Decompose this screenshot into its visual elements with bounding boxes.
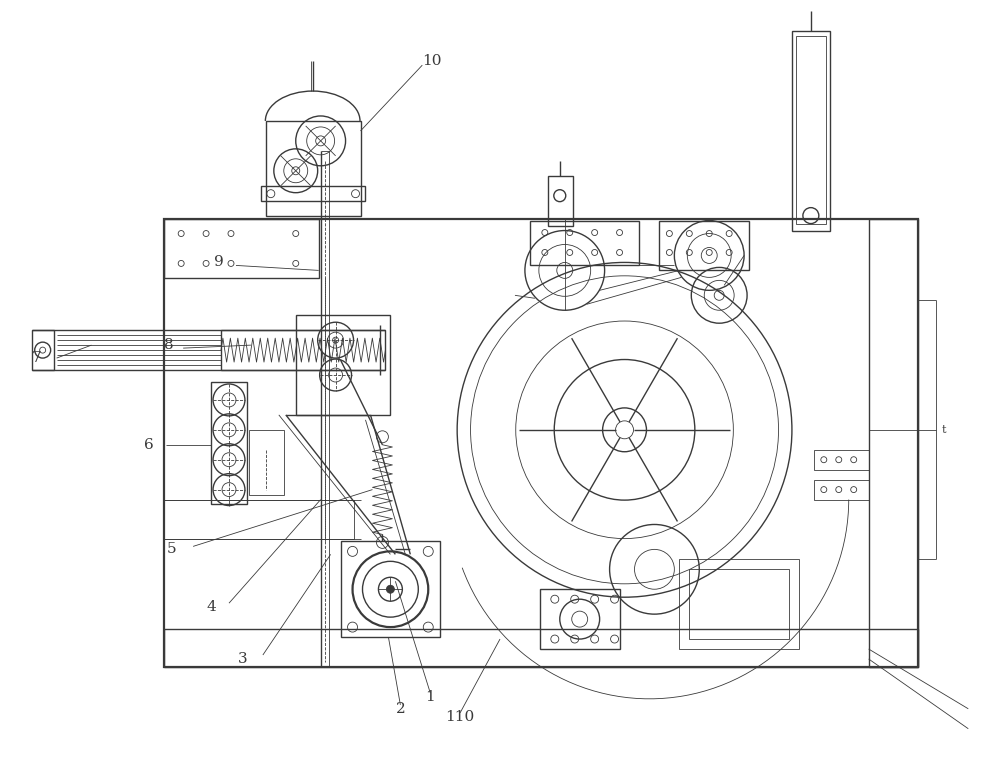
Text: 1: 1 (425, 690, 435, 704)
Text: 9: 9 (214, 255, 224, 270)
Bar (796, 36, 826, 223)
Text: t: t (941, 425, 946, 435)
Bar (814, 480, 869, 499)
Text: 6: 6 (144, 438, 154, 451)
Bar (211, 382, 247, 504)
Text: 8: 8 (164, 338, 174, 352)
Bar (164, 219, 918, 667)
Text: 4: 4 (206, 600, 216, 614)
Bar (221, 330, 385, 370)
Text: 10: 10 (422, 54, 442, 68)
Bar (689, 569, 789, 639)
Bar (869, 219, 918, 667)
Bar (814, 450, 869, 470)
Text: 7: 7 (32, 351, 42, 365)
Text: 5: 5 (166, 543, 176, 556)
Bar (679, 559, 799, 649)
Bar (659, 220, 749, 271)
Bar (296, 315, 390, 415)
Bar (266, 121, 361, 216)
Text: 3: 3 (238, 652, 248, 666)
Bar (540, 589, 620, 649)
Bar (164, 219, 319, 278)
Bar (32, 330, 54, 370)
Bar (261, 185, 365, 201)
Bar (792, 31, 830, 230)
Bar (164, 499, 354, 540)
Bar (164, 629, 918, 667)
Text: 2: 2 (395, 701, 405, 716)
Bar (341, 541, 440, 637)
Bar (249, 430, 284, 495)
Bar (548, 176, 573, 226)
Circle shape (386, 585, 394, 594)
Text: 110: 110 (446, 710, 475, 724)
Bar (530, 220, 639, 265)
